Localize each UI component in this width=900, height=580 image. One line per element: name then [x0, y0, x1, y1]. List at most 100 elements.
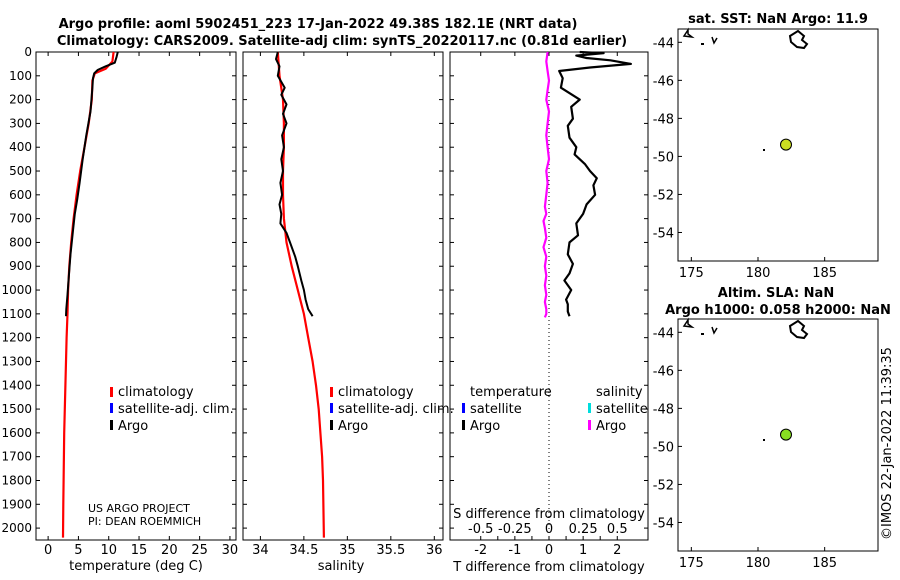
temperature-x-tick-label: 20 [161, 543, 178, 558]
legend-title-salinity: salinity [596, 385, 643, 400]
salinity-argo-line [275, 51, 314, 317]
legend-swatch-argo [330, 420, 333, 430]
depth-tick-label: 500 [9, 164, 32, 178]
legend-label-temp-satellite: satellite [470, 402, 522, 417]
sla-map-marks [780, 428, 792, 441]
coastline-islet [701, 333, 704, 335]
difference-x-tick-label: 1 [579, 543, 587, 558]
depth-tick-label: 1100 [1, 307, 32, 321]
temperature-x-axis: 0 5 10 15 20 25 30 [44, 52, 238, 558]
sla-map-title-line-2: Argo h1000: 0.058 h2000: NaN [665, 303, 891, 318]
depth-tick-label: 900 [9, 259, 32, 273]
difference-x-tick-label: -1 [508, 543, 521, 558]
depth-tick-label: 2000 [1, 521, 32, 535]
salinity-lines [275, 51, 325, 538]
temperature-x-tick-label: 5 [74, 543, 82, 558]
depth-tick-label: 600 [9, 188, 32, 202]
sla-map-panel: Altim. SLA: NaN Argo h1000: 0.058 h2000:… [653, 286, 891, 571]
temperature-x-tick-label: 10 [100, 543, 117, 558]
sst-map-coastline [682, 27, 809, 151]
salinity-x-tick-label: 36 [426, 543, 443, 558]
legend-label-climatology: climatology [118, 385, 194, 400]
longitude-tick-label: 180 [746, 266, 771, 281]
depth-tick-label: 800 [9, 235, 32, 249]
depth-tick-label: 0 [24, 45, 32, 59]
title-line-1: Argo profile: aoml 5902451_223 17-Jan-20… [59, 17, 578, 32]
salinity-x-tick-label: 35 [339, 543, 356, 558]
sla-map-title-line-1: Altim. SLA: NaN [718, 286, 834, 301]
coastline-islet-small [711, 326, 718, 335]
difference-legend: temperature salinity satellite Argo sate… [462, 385, 648, 434]
salinity-climatology-line [276, 51, 325, 538]
depth-tick-label: 100 [9, 69, 32, 83]
latitude-tick-label: -46 [653, 364, 674, 379]
temperature-depth-axis: 0 100 200 300 400 500 600 700 800 900 1000 1100 1200… [1, 45, 236, 535]
coastline-chatham-island [788, 29, 809, 50]
salinity-difference-argo-line [542, 51, 551, 318]
difference-x-tick-label: -2 [474, 543, 487, 558]
depth-tick-label: 1700 [1, 450, 32, 464]
depth-tick-label: 1400 [1, 378, 32, 392]
argo-position-marker [780, 428, 792, 441]
depth-tick-label: 200 [9, 93, 32, 107]
difference-x-axis: -2 -1 0 1 2 -0.5 -0.25 0 0.25 0.5 [468, 52, 628, 558]
legend-label-sal-satellite: satellite [596, 402, 648, 417]
sst-map-title: sat. SST: NaN Argo: 11.9 [688, 12, 868, 27]
argo-position-marker [780, 138, 792, 151]
project-pi: PI: DEAN ROEMMICH [88, 515, 201, 528]
difference-top-tick-label: 0.5 [607, 522, 628, 537]
longitude-tick-label: 175 [679, 556, 704, 571]
depth-tick-label: 300 [9, 116, 32, 130]
temperature-panel: 0100200300400500600700800900100011001200… [1, 45, 238, 574]
salinity-xlabel: salinity [318, 559, 365, 574]
depth-tick-label: 1000 [1, 283, 32, 297]
latitude-tick-label: -50 [653, 150, 674, 165]
sla-map-frame [677, 318, 879, 552]
longitude-tick-label: 175 [679, 266, 704, 281]
difference-top-tick-label: 0 [545, 522, 553, 537]
temperature-legend: climatology satellite-adj. clim. Argo [110, 385, 234, 434]
temperature-x-tick-label: 0 [44, 543, 52, 558]
salinity-axes-frame [242, 51, 444, 541]
difference-depth-ticks [450, 51, 648, 529]
latitude-tick-label: -52 [653, 188, 674, 203]
depth-tick-label: 1900 [1, 497, 32, 511]
legend-label-satellite-adj: satellite-adj. clim. [118, 402, 234, 417]
coastline-dot [763, 149, 765, 151]
salinity-x-tick-label: 35.5 [376, 543, 405, 558]
legend-label-satellite-adj: satellite-adj. clim. [338, 402, 454, 417]
legend-swatch-argo [110, 420, 113, 430]
latitude-tick-label: -48 [653, 402, 674, 417]
difference-top-tick-label: 0.25 [569, 522, 598, 537]
difference-top-xlabel: S difference from climatology [453, 507, 645, 522]
coastline-island [682, 27, 695, 39]
legend-label-temp-argo: Argo [470, 419, 500, 434]
latitude-tick-label: -44 [653, 326, 674, 341]
sst-map-longitude-axis: 175 180 185 [679, 257, 837, 281]
difference-top-tick-label: -0.25 [498, 522, 532, 537]
temperature-xlabel: temperature (deg C) [69, 559, 203, 574]
temperature-difference-argo-line [558, 50, 633, 317]
temperature-lines [61, 51, 119, 538]
legend-label-climatology: climatology [338, 385, 414, 400]
depth-tick-label: 1300 [1, 354, 32, 368]
sla-map-latitude-axis: -44 -46 -48 -50 -52 -54 [653, 326, 682, 531]
legend-label-argo: Argo [338, 419, 368, 434]
sst-map-marks [780, 138, 792, 151]
legend-swatch-sal-argo [588, 420, 591, 430]
salinity-x-axis: 34 34.5 35 35.5 36 [252, 52, 443, 558]
latitude-tick-label: -52 [653, 478, 674, 493]
imos-credit: ©IMOS 22-Jan-2022 11:39:35 [880, 347, 895, 540]
latitude-tick-label: -54 [653, 516, 674, 531]
coastline-islet [701, 43, 704, 45]
sst-map-frame [677, 28, 879, 262]
difference-top-tick-label: -0.5 [468, 522, 493, 537]
salinity-legend: climatology satellite-adj. clim. Argo [330, 385, 454, 434]
legend-swatch-climatology [330, 387, 333, 397]
depth-tick-label: 400 [9, 140, 32, 154]
difference-xlabel: T difference from climatology [452, 560, 645, 575]
depth-tick-label: 1600 [1, 426, 32, 440]
difference-lines [542, 50, 633, 540]
temperature-x-tick-label: 30 [222, 543, 239, 558]
